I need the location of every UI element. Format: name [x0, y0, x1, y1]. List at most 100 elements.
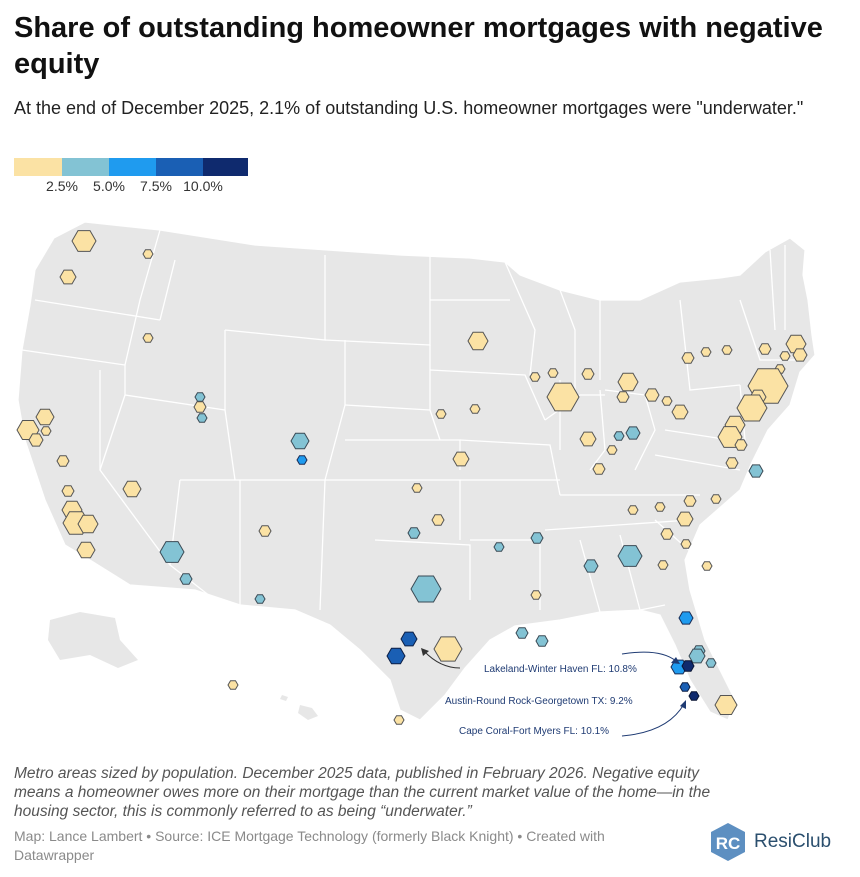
annotation-arrowhead-cape-coral	[680, 700, 686, 709]
metro-hexagon	[583, 559, 599, 573]
metro-hexagon	[530, 532, 544, 544]
metro-hexagon	[56, 455, 70, 467]
metro-hexagon	[678, 611, 694, 625]
annotation-lakeland: Lakeland-Winter Haven FL: 10.8%	[484, 664, 637, 675]
metro-hexagon	[529, 372, 541, 382]
metro-hexagon	[734, 439, 748, 451]
metro-hexagon	[736, 394, 768, 422]
metro-hexagon	[142, 333, 154, 343]
resiclub-logo[interactable]: RC ResiClub	[708, 822, 831, 862]
metro-hexagon	[579, 431, 597, 447]
metro-hexagon	[469, 404, 481, 414]
metro-hexagon	[681, 660, 695, 672]
metro-hexagon	[758, 343, 772, 355]
metro-hexagon	[661, 396, 673, 406]
metro-hexagon	[546, 382, 580, 412]
metro-hexagon	[701, 561, 713, 571]
legend-label: 7.5%	[140, 178, 172, 194]
metro-hexagon	[671, 404, 689, 420]
metro-hexagon	[616, 391, 630, 403]
metro-hexagon	[581, 368, 595, 380]
metro-hexagon	[227, 680, 239, 690]
metro-hexagon	[688, 691, 700, 701]
metro-hexagon	[592, 463, 606, 475]
metro-hexagon	[59, 269, 77, 285]
metro-hexagons	[16, 230, 808, 725]
methodology-note: Metro areas sized by population. Decembe…	[14, 765, 711, 820]
metro-hexagon	[179, 573, 193, 585]
metro-hexagon	[196, 413, 208, 423]
metro-hexagon	[258, 525, 272, 537]
metro-hexagon	[676, 511, 694, 527]
legend-swatch-3	[109, 158, 156, 176]
metro-hexagon	[435, 409, 447, 419]
metro-hexagon	[792, 348, 808, 362]
metro-hexagon	[35, 408, 55, 426]
metro-hexagon	[122, 480, 142, 498]
metro-hexagon	[77, 514, 99, 534]
metro-hexagon	[71, 230, 97, 252]
metro-hexagon	[254, 594, 266, 604]
annotation-arrow-lakeland	[621, 651, 677, 662]
metro-hexagon	[28, 433, 44, 447]
metro-hexagon	[296, 455, 308, 465]
metro-hexagon	[710, 494, 722, 504]
us-states-layer	[17, 221, 816, 721]
metro-hexagon	[431, 514, 445, 526]
metro-hexagon	[779, 351, 791, 361]
metro-hexagon	[411, 483, 423, 493]
legend-swatch-4	[156, 158, 203, 176]
metro-hexagon	[535, 635, 549, 647]
metro-hexagon	[400, 631, 418, 647]
us-metro-map: Austin-Round Rock-Georgetown TX: 9.2% La…	[16, 221, 816, 737]
metro-hexagon	[142, 249, 154, 259]
metro-hexagon	[688, 648, 706, 664]
annotation-arrow-austin	[423, 650, 461, 669]
metro-hexagon	[680, 539, 692, 549]
annotation-arrowhead-lakeland	[671, 657, 680, 664]
metro-hexagon	[193, 401, 207, 413]
logo-mark-text: RC	[716, 834, 741, 853]
us-land-shape	[17, 221, 816, 721]
metro-hexagon	[617, 372, 639, 392]
annotation-arrowhead-austin	[421, 648, 429, 656]
metro-hexagon	[617, 545, 643, 567]
metro-hexagon	[721, 345, 733, 355]
metro-hexagon	[683, 495, 697, 507]
metro-hexagon	[76, 541, 96, 559]
alaska-shape	[48, 612, 138, 668]
metro-hexagon	[660, 528, 674, 540]
legend-swatch-1	[14, 158, 62, 176]
metro-hexagon	[61, 485, 75, 497]
metro-hexagon	[530, 590, 542, 600]
color-legend: 2.5% 5.0% 7.5% 10.0%	[14, 158, 248, 196]
metro-hexagon	[679, 682, 691, 692]
resiclub-brand-name: ResiClub	[754, 831, 832, 852]
metro-hexagon	[748, 464, 764, 478]
metro-hexagon	[627, 505, 639, 515]
chart-title: Share of outstanding homeowner mortgages…	[14, 12, 823, 80]
legend-swatch-5	[203, 158, 248, 176]
annotation-layer: Austin-Round Rock-Georgetown TX: 9.2% La…	[421, 648, 686, 737]
metro-hexagon	[159, 541, 185, 563]
metro-hexagon	[654, 502, 666, 512]
metro-hexagon	[681, 352, 695, 364]
legend-label: 2.5%	[46, 178, 78, 194]
metro-hexagon	[547, 368, 559, 378]
metro-hexagon	[386, 647, 406, 665]
metro-hexagon	[613, 431, 625, 441]
metro-hexagon	[393, 715, 405, 725]
metro-hexagon	[657, 560, 669, 570]
metro-hexagon	[705, 658, 717, 668]
legend-label: 5.0%	[93, 178, 125, 194]
metro-hexagon	[625, 426, 641, 440]
metro-hexagon	[606, 445, 618, 455]
annotation-arrow-cape-coral	[621, 703, 685, 737]
metro-hexagon	[644, 388, 660, 402]
metro-hexagon	[714, 695, 738, 715]
resiclub-logo-mark: RC	[711, 823, 745, 861]
metro-hexagon	[407, 527, 421, 539]
legend-swatch-2	[62, 158, 109, 176]
metro-hexagon	[40, 426, 52, 436]
legend-labels: 2.5% 5.0% 7.5% 10.0%	[14, 176, 248, 196]
